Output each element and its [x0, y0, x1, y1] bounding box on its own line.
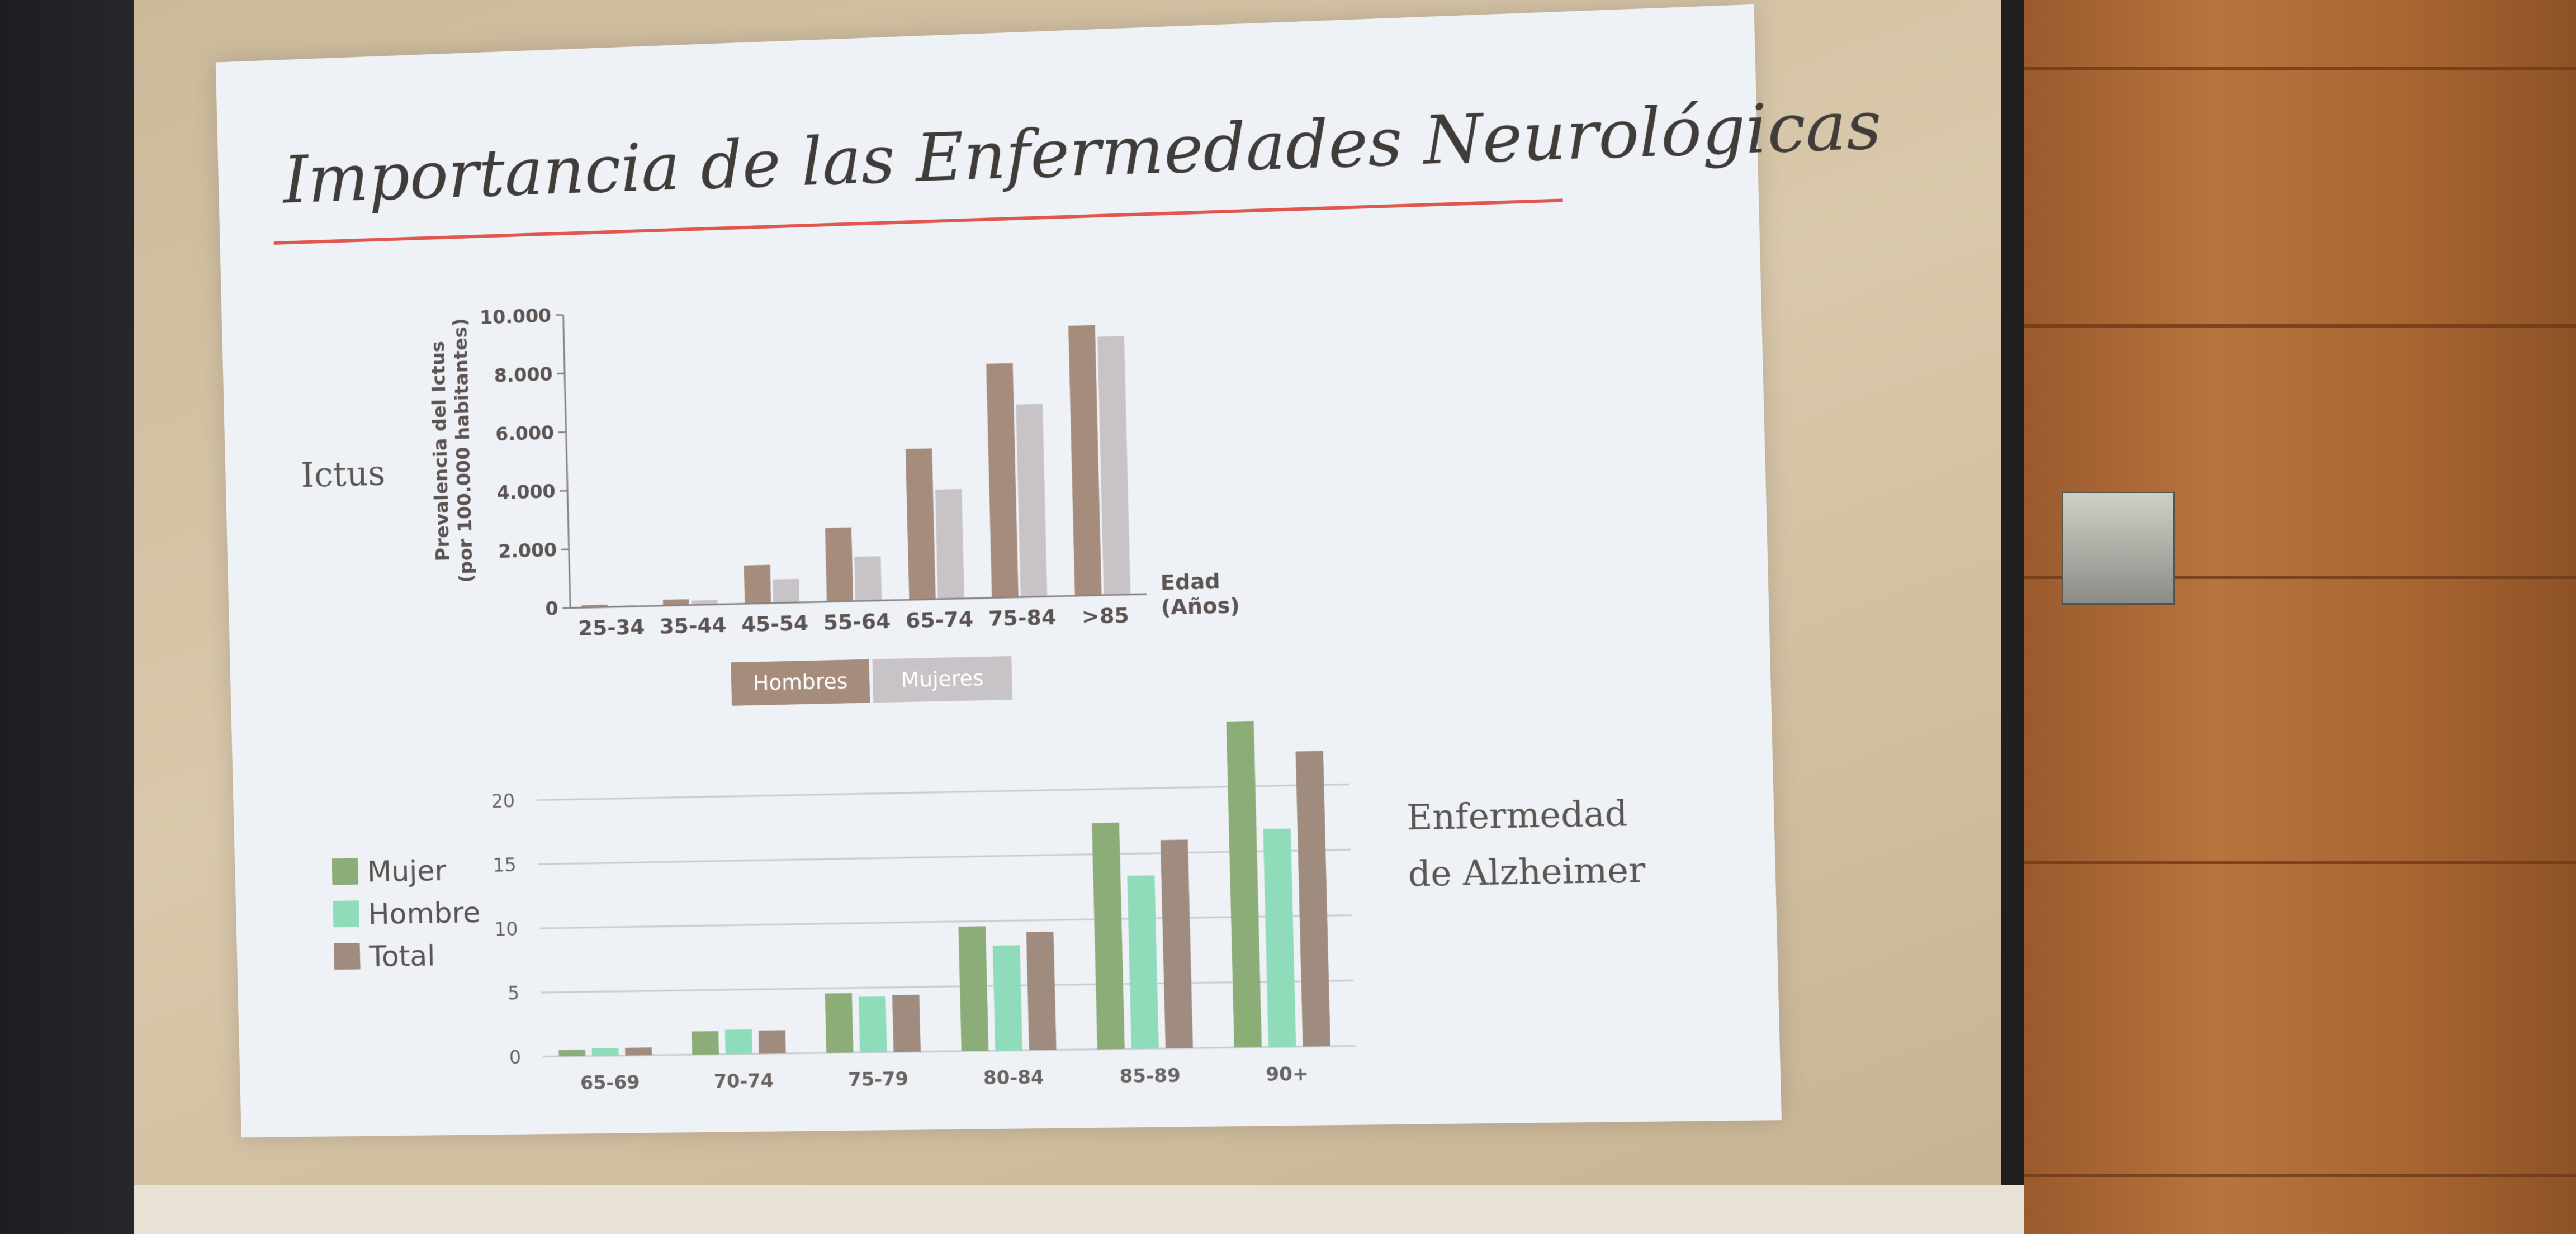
ictus-x-tick-label: 45-54: [741, 610, 809, 637]
slide: Importancia de las Enfermedades Neurológ…: [216, 4, 1782, 1138]
legend-label-mujeres: Mujeres: [901, 666, 984, 692]
ictus-y-axis-title: Prevalencia del Ictus (por 100.000 habit…: [427, 318, 477, 584]
alzheimer-x-tick-label: 70-74: [713, 1070, 774, 1093]
alzheimer-y-tick-label: 15: [493, 854, 517, 876]
ictus-x-label-1: Edad: [1160, 568, 1220, 595]
alzheimer-bar-mujer: [1092, 823, 1125, 1050]
alzheimer-chart: 0 5 10 15 20 65-69 70-74 75-79 80-84 85-89 90+ Mu…: [296, 696, 1392, 1137]
ictus-y-tick-label: 8.000: [494, 363, 553, 387]
ictus-bar-hombres: [744, 565, 771, 604]
wall-switch-plate: [2062, 492, 2175, 605]
alzheimer-x-tick-label: 80-84: [983, 1066, 1044, 1089]
alzheimer-bar-total: [625, 1047, 652, 1055]
alzheimer-gridline: [538, 849, 1351, 864]
ictus-bar-hombres: [906, 448, 936, 600]
alzheimer-bar-hombre: [993, 945, 1022, 1051]
alzheimer-bar-hombre: [1127, 875, 1158, 1048]
slide-title: Importancia de las Enfermedades Neurológ…: [282, 94, 1620, 218]
ictus-y-tick-label: 2.000: [498, 539, 557, 562]
alzheimer-gridline: [543, 1046, 1355, 1056]
ictus-x-tick-label: 65-74: [906, 606, 974, 633]
ictus-bar-hombres: [825, 528, 853, 602]
alzheimer-bar-hombre: [725, 1029, 752, 1054]
ictus-label: Ictus: [300, 453, 385, 495]
legend-label-hombre: Hombre: [368, 896, 481, 931]
alzheimer-bar-hombre: [1263, 829, 1296, 1047]
alzheimer-gridline: [541, 980, 1353, 992]
alzheimer-bar-mujer: [958, 926, 988, 1051]
ictus-y-tick-label: 4.000: [496, 480, 556, 504]
ictus-bar-hombres: [986, 363, 1019, 598]
alzheimer-y-tick-label: 20: [491, 790, 515, 812]
ictus-y-label-1: Prevalencia del Ictus: [427, 341, 454, 562]
ictus-x-tick-label: 35-44: [659, 613, 727, 639]
alzheimer-bar-total: [1161, 839, 1193, 1048]
alzheimer-y-tick-label: 0: [509, 1046, 522, 1068]
ictus-chart: Prevalencia del Ictus (por 100.000 habit…: [383, 257, 1336, 739]
alzheimer-y-tick-label: 5: [508, 982, 520, 1004]
ictus-x-tick-label: 55-64: [823, 609, 891, 635]
alzheimer-bar-mujer: [558, 1050, 585, 1056]
alzheimer-x-tick-label: 75-79: [848, 1068, 909, 1091]
ictus-x-label-2: (Años): [1161, 593, 1240, 620]
legend-swatch-hombre: [333, 900, 359, 927]
alzheimer-label-line1: Enfermedad: [1406, 792, 1628, 838]
ictus-bar-mujeres: [1097, 336, 1130, 595]
alzheimer-bar-total: [1296, 751, 1330, 1046]
alzheimer-bar-hombre: [859, 996, 887, 1052]
alzheimer-bar-hombre: [592, 1048, 619, 1056]
alzheimer-x-tick-label: 90+: [1266, 1062, 1309, 1085]
alzheimer-bar-mujer: [692, 1031, 719, 1055]
legend-label-total: Total: [368, 939, 435, 974]
alzheimer-label-line2: de Alzheimer: [1408, 849, 1646, 894]
ictus-x-tick-label: 25-34: [578, 614, 645, 640]
alzheimer-bar-mujer: [1227, 721, 1262, 1047]
ictus-y-axis-line: [564, 315, 571, 607]
ictus-y-tick-label: 10.000: [480, 305, 552, 329]
alzheimer-gridline: [540, 915, 1352, 928]
alzheimer-y-tick-label: 10: [494, 918, 518, 941]
legend-swatch-total: [334, 943, 361, 970]
alzheimer-legend: Mujer Hombre Total: [332, 853, 482, 974]
ictus-bar-mujeres: [1016, 404, 1047, 597]
ictus-bar-hombres: [1068, 325, 1101, 596]
alzheimer-bar-total: [759, 1030, 786, 1053]
ictus-bar-mujeres: [854, 556, 882, 601]
alzheimer-x-tick-label: 65-69: [580, 1071, 640, 1094]
ictus-y-tick-label: 0: [545, 597, 558, 620]
legend-label-mujer: Mujer: [367, 854, 447, 889]
legend-swatch-mujer: [332, 858, 358, 885]
projection-screen-bottom: [134, 1185, 2024, 1234]
legend-label-hombres: Hombres: [753, 668, 848, 695]
ictus-bar-mujeres: [773, 579, 799, 603]
wooden-wall: [2024, 0, 2576, 1234]
alzheimer-gridline: [537, 784, 1349, 800]
alzheimer-bar-total: [1026, 932, 1057, 1050]
ictus-y-tick-label: 6.000: [495, 422, 555, 445]
ictus-x-tick-label: 75-84: [988, 605, 1056, 631]
ictus-legend: Hombres Mujeres: [731, 656, 1012, 706]
ictus-bar-mujeres: [935, 489, 964, 599]
alzheimer-bar-total: [892, 995, 921, 1052]
alzheimer-x-tick-label: 85-89: [1119, 1064, 1181, 1087]
ictus-y-label-2: (por 100.000 habitantes): [449, 318, 477, 583]
ictus-x-tick-label: >85: [1081, 602, 1129, 629]
alzheimer-bar-mujer: [825, 993, 854, 1053]
